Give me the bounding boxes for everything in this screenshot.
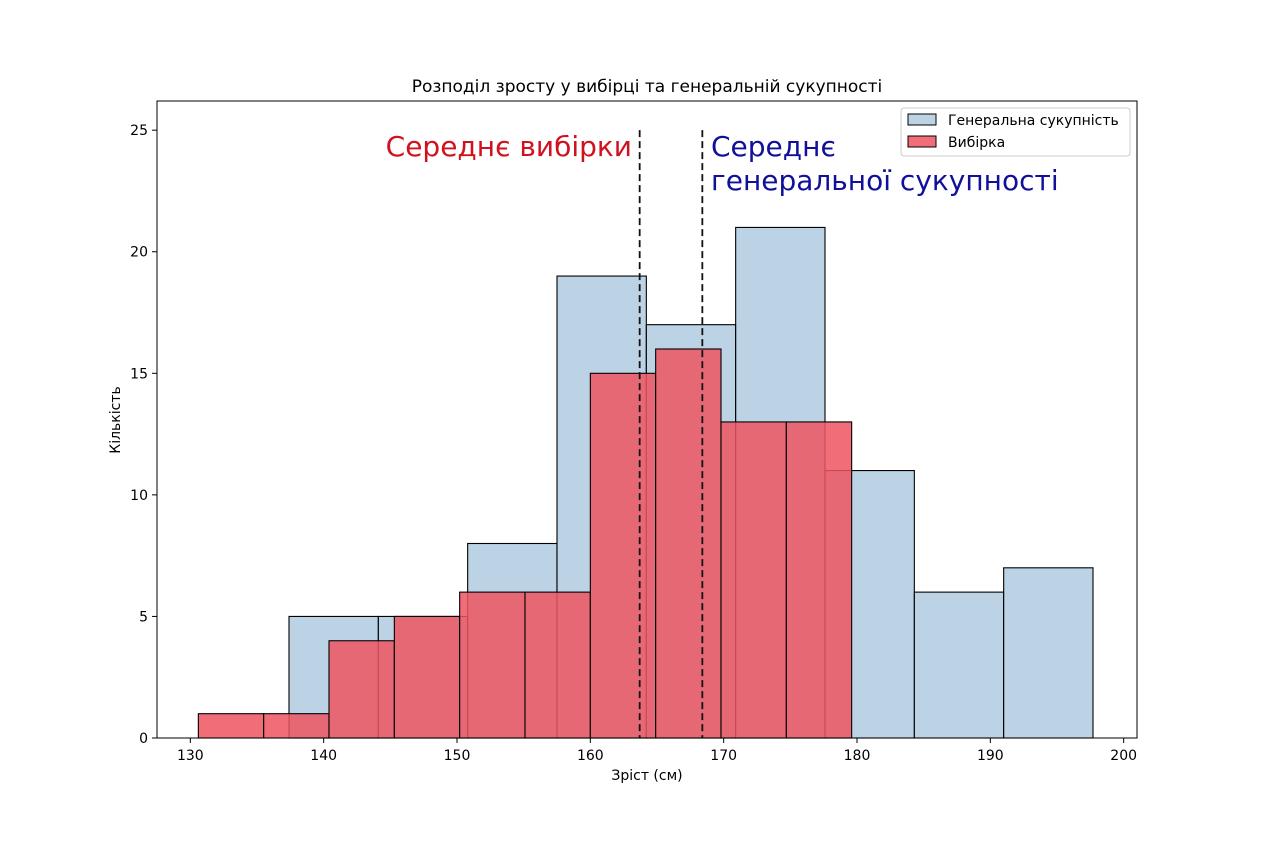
bar-sample-8 [720, 421, 787, 739]
legend: Генеральна сукупність Вибірка [900, 107, 1131, 157]
population-mean-annotation-line2: генеральної сукупності [711, 164, 1059, 197]
y-tick-label: 15 [130, 366, 148, 382]
x-tick-label: 200 [1110, 748, 1137, 764]
chart-title: Розподіл зросту у вибірці та генеральній… [412, 77, 883, 97]
x-tick-label: 170 [710, 748, 737, 764]
bar-sample-4 [459, 591, 526, 739]
plot-frame [156, 100, 1138, 739]
mean-lines [638, 130, 704, 738]
legend-label-population: Генеральна сукупність [948, 113, 1119, 129]
bar-sample-1 [263, 713, 330, 739]
y-axis: 0 5 10 15 20 25 [130, 123, 157, 747]
population-mean-annotation-line1: Середнє [711, 130, 836, 163]
bar-sample-0 [197, 713, 265, 739]
x-tick-label: 140 [310, 748, 337, 764]
bar-sample-7 [655, 348, 722, 739]
y-axis-title: Кількість [108, 386, 124, 453]
bar-sample-6 [589, 372, 657, 739]
legend-label-sample: Вибірка [948, 135, 1005, 151]
bar-sample-5 [524, 591, 591, 739]
bar-sample-2 [328, 640, 395, 739]
x-tick-label: 150 [444, 748, 471, 764]
y-tick-label: 0 [139, 731, 148, 747]
y-tick-label: 25 [130, 123, 148, 139]
sample-mean-annotation: Середнє вибірки [386, 130, 632, 163]
bars-layer [197, 226, 1094, 739]
bar-population-7 [913, 591, 1005, 739]
x-tick-label: 160 [577, 748, 604, 764]
x-tick-label: 130 [177, 748, 204, 764]
legend-box [900, 107, 1131, 157]
bar-sample-3 [393, 615, 461, 739]
x-tick-label: 190 [977, 748, 1004, 764]
x-axis: 130 140 150 160 170 180 190 200 [177, 738, 1137, 764]
legend-swatch-sample [907, 135, 937, 148]
bar-population-8 [1003, 567, 1094, 739]
y-tick-label: 10 [130, 488, 148, 504]
y-tick-label: 20 [130, 245, 148, 261]
bar-sample-9 [785, 421, 853, 739]
x-axis-title: Зріст (см) [611, 768, 682, 784]
x-tick-label: 180 [844, 748, 871, 764]
legend-swatch-population [907, 113, 937, 126]
y-tick-label: 5 [139, 609, 148, 625]
